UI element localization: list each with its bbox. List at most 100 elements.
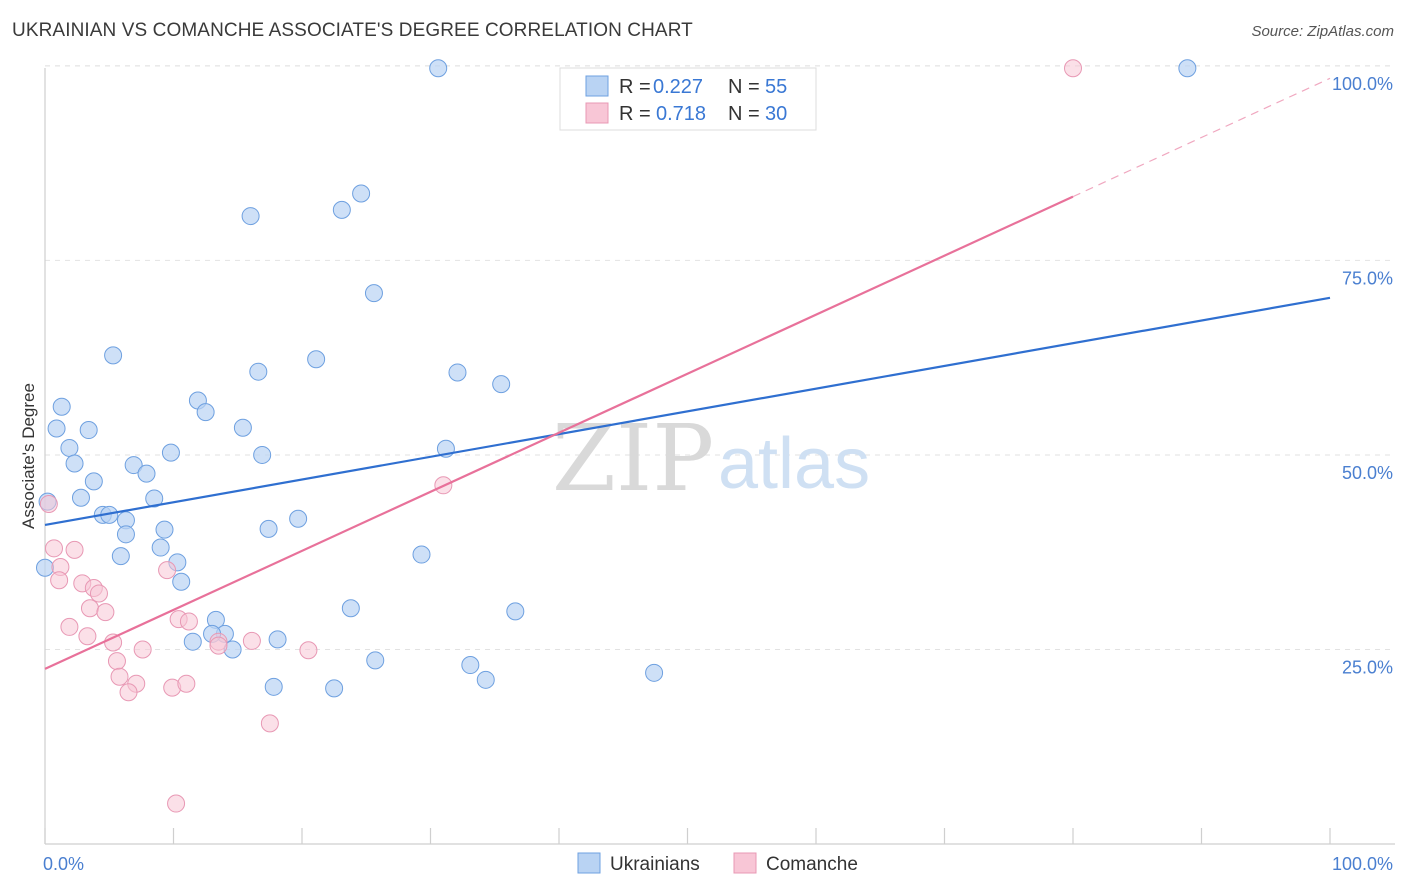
ukrainians-point (341, 599, 360, 618)
ukrainians-point (124, 456, 143, 475)
bottom-legend-swatch-ukrainians (577, 852, 601, 874)
ukrainians-point (253, 445, 272, 464)
ukrainians-point (183, 632, 202, 651)
source-label: Source: ZipAtlas.com (1251, 23, 1394, 40)
ukrainians-point (151, 538, 170, 557)
ukrainians-point (249, 362, 268, 381)
ukrainians-point (307, 350, 326, 369)
chart-title: UKRAINIAN VS COMANCHE ASSOCIATE'S DEGREE… (12, 20, 693, 41)
bottom-legend-swatch-comanche (733, 852, 757, 874)
ukrainians-point (161, 443, 180, 462)
comanche-point (1064, 59, 1082, 78)
comanche-point (158, 561, 177, 580)
legend-r-label-2: R = (619, 103, 651, 125)
comanche-point (44, 539, 63, 558)
y-axis-title: Associate's Degree (19, 383, 38, 529)
comanche-point (242, 631, 261, 650)
series-ukrainians (36, 59, 1197, 698)
comanche-trend-line (44, 195, 1074, 670)
trend-lines (44, 77, 1331, 670)
ukrainians-point (366, 651, 385, 670)
ukrainians-point (137, 464, 156, 483)
ukrainians-point (506, 602, 525, 621)
legend-r-value-2: 0.718 (656, 103, 706, 125)
ukrainians-point (36, 558, 54, 577)
ukrainians-point (116, 525, 135, 544)
comanche-point (260, 714, 279, 733)
watermark: ZIP atlas (552, 405, 870, 512)
ukrainians-point (71, 488, 90, 507)
ukrainians-point (448, 363, 467, 382)
legend-swatch-comanche (585, 102, 609, 124)
ukrainians-point (52, 397, 71, 416)
x-tick-labels: 0.0% 100.0% (43, 854, 1393, 874)
comanche-point (209, 636, 228, 655)
ukrainians-point (172, 572, 191, 591)
bottom-legend: Ukrainians Comanche (577, 852, 858, 875)
comanche-point (50, 571, 69, 590)
y-tick-label: 25.0% (1342, 657, 1393, 677)
ukrainians-point (79, 421, 98, 440)
legend-n-label-1: N = (728, 76, 760, 98)
y-tick-labels: 25.0% 50.0% 75.0% 100.0% (1332, 74, 1393, 678)
y-tick-label: 50.0% (1342, 463, 1393, 483)
comanche-point (96, 603, 115, 622)
ukrainians-point (1178, 59, 1197, 78)
ukrainians-point (84, 472, 103, 491)
comanche-point (39, 494, 58, 513)
ukrainians-point (412, 545, 431, 564)
ukrainians-point (264, 677, 283, 696)
comanche-point (119, 683, 138, 702)
comanche-point (133, 640, 152, 659)
ukrainians-point (111, 547, 130, 566)
bottom-legend-ukrainians: Ukrainians (610, 854, 700, 875)
comanche-point (78, 627, 97, 646)
legend-r-label-1: R = (619, 76, 651, 98)
legend-n-label-2: N = (728, 103, 760, 125)
ukrainians-point (645, 663, 664, 682)
comanche-point (80, 599, 99, 618)
ukrainians-point (352, 184, 371, 203)
series-comanche (39, 59, 1082, 813)
legend-r-value-1: 0.227 (653, 76, 703, 98)
ukrainians-point (332, 200, 351, 219)
ukrainians-point (47, 419, 66, 438)
ukrainians-point (233, 418, 252, 437)
axes (44, 68, 1395, 845)
ukrainians-point (259, 519, 278, 538)
legend-n-value-1: 55 (765, 76, 787, 98)
ukrainians-point (155, 520, 174, 539)
ukrainians-point (65, 454, 84, 473)
comanche-point (60, 617, 79, 636)
ukrainians-point (241, 207, 260, 226)
ukrainians-trend-line (44, 296, 1331, 527)
ukrainians-point (268, 630, 287, 649)
comanche-point (177, 674, 196, 693)
ukrainians-point (60, 438, 79, 457)
ukrainians-point (476, 670, 495, 689)
comanche-point (110, 667, 129, 686)
comanche-point (299, 641, 318, 660)
comanche-point (89, 584, 108, 603)
y-tick-label: 100.0% (1332, 74, 1393, 94)
comanche-point (179, 612, 198, 631)
bottom-legend-comanche: Comanche (766, 854, 858, 875)
comanche-trend-extension (1072, 77, 1331, 198)
watermark-atlas: atlas (718, 424, 870, 504)
ukrainians-point (461, 656, 480, 675)
comanche-point (107, 652, 126, 671)
legend: R = 0.227 N = 55 R = 0.718 N = 30 (559, 67, 817, 131)
ukrainians-point (325, 679, 344, 698)
ukrainians-point (289, 509, 308, 528)
ukrainians-point (429, 59, 448, 78)
comanche-point (65, 540, 84, 559)
y-tick-label: 75.0% (1342, 268, 1393, 288)
x-tick-label: 100.0% (1332, 854, 1393, 874)
comanche-point (167, 794, 186, 813)
legend-swatch-ukrainians (585, 75, 609, 97)
ukrainians-point (492, 375, 511, 394)
ukrainians-point (104, 346, 123, 365)
ukrainians-point (364, 284, 383, 303)
legend-n-value-2: 30 (765, 103, 787, 125)
